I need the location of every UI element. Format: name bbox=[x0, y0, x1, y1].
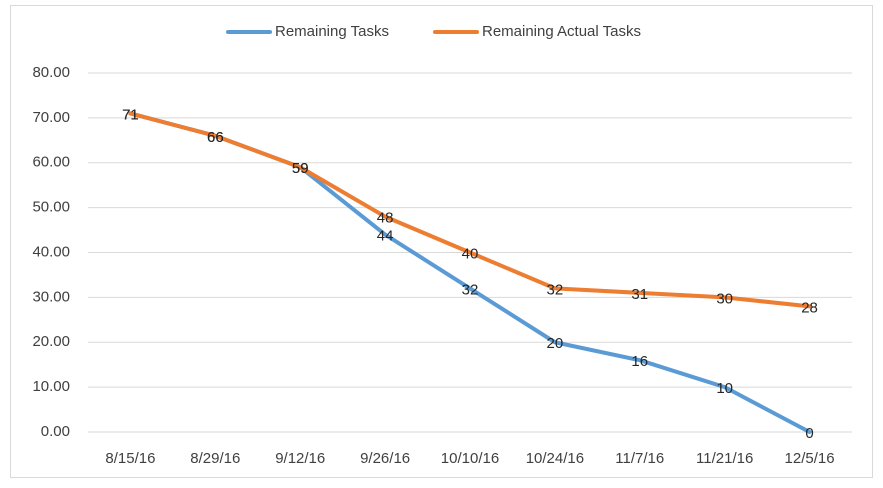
x-tick-label: 11/7/16 bbox=[615, 450, 664, 467]
data-label: 66 bbox=[207, 129, 224, 146]
data-label: 0 bbox=[805, 425, 813, 442]
x-tick-label: 8/29/16 bbox=[190, 450, 240, 467]
data-label: 28 bbox=[801, 299, 818, 316]
series-line bbox=[128, 111, 812, 309]
data-label: 59 bbox=[292, 160, 309, 177]
x-tick-label: 9/12/16 bbox=[275, 450, 325, 467]
data-label: 40 bbox=[462, 245, 479, 262]
data-label: 31 bbox=[631, 286, 648, 303]
y-tick-label: 20.00 bbox=[32, 333, 70, 350]
x-tick-label: 11/21/16 bbox=[696, 450, 753, 467]
y-tick-label: 0.00 bbox=[41, 423, 70, 440]
legend-label: Remaining Tasks bbox=[275, 23, 389, 40]
x-tick-label: 8/15/16 bbox=[105, 450, 155, 467]
x-tick-label: 12/5/16 bbox=[785, 450, 835, 467]
y-tick-label: 40.00 bbox=[32, 243, 70, 260]
y-tick-label: 50.00 bbox=[32, 199, 70, 216]
data-label: 71 bbox=[122, 106, 139, 123]
data-label: 66 bbox=[207, 129, 224, 146]
data-label: 48 bbox=[377, 210, 394, 227]
data-label: 20 bbox=[547, 335, 564, 352]
data-label: 16 bbox=[631, 353, 648, 370]
data-label: 71 bbox=[122, 106, 139, 123]
data-label: 32 bbox=[462, 281, 479, 298]
x-tick-label: 10/24/16 bbox=[526, 450, 584, 467]
y-tick-label: 10.00 bbox=[32, 378, 70, 395]
x-tick-label: 9/26/16 bbox=[360, 450, 410, 467]
y-tick-label: 70.00 bbox=[32, 109, 70, 126]
legend-label: Remaining Actual Tasks bbox=[482, 23, 641, 40]
y-tick-label: 30.00 bbox=[32, 288, 70, 305]
x-tick-label: 10/10/16 bbox=[441, 450, 499, 467]
data-label: 59 bbox=[292, 160, 309, 177]
y-tick-label: 80.00 bbox=[32, 64, 70, 81]
data-label: 32 bbox=[547, 281, 564, 298]
data-label: 44 bbox=[377, 228, 394, 245]
data-label: 30 bbox=[716, 290, 733, 307]
y-tick-label: 60.00 bbox=[32, 154, 70, 171]
data-label: 10 bbox=[716, 380, 733, 397]
